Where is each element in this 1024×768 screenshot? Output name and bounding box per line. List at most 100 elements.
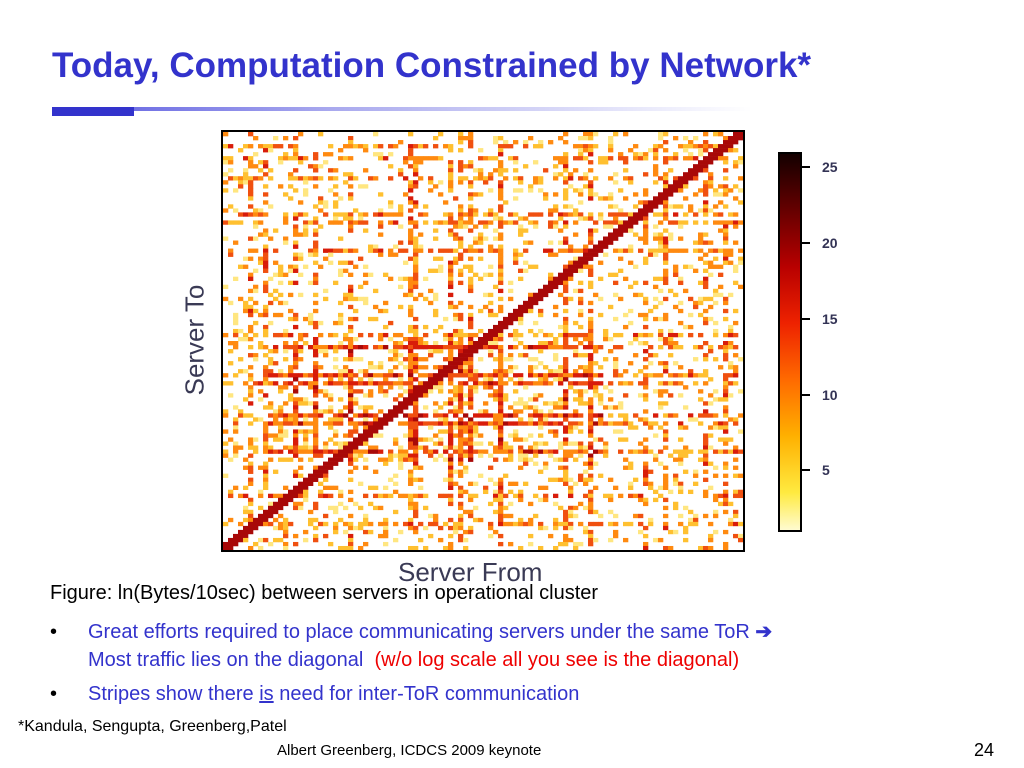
heatmap-cell <box>623 413 629 418</box>
heatmap-cell <box>588 429 594 434</box>
heatmap-cell <box>263 192 269 197</box>
heatmap-cell <box>693 357 699 362</box>
heatmap-cell <box>693 300 699 306</box>
heatmap-cell <box>373 425 379 430</box>
heatmap-cell <box>413 264 419 269</box>
heatmap-cell <box>278 144 284 149</box>
heatmap-cell <box>323 469 329 474</box>
heatmap-cell <box>458 341 464 346</box>
heatmap-cell <box>328 248 334 253</box>
heatmap-cell <box>348 409 354 414</box>
heatmap-cell <box>268 421 274 426</box>
heatmap-cell <box>368 449 374 454</box>
heatmap-cell <box>463 345 469 350</box>
colorbar-tick <box>800 394 810 396</box>
heatmap-cell <box>438 381 444 386</box>
heatmap-cell <box>668 453 674 458</box>
heatmap-cell <box>693 172 699 177</box>
heatmap-cell <box>228 349 234 354</box>
heatmap-cell <box>458 393 464 398</box>
heatmap-cell <box>643 461 649 466</box>
heatmap-cell <box>623 224 629 229</box>
heatmap-cell <box>348 445 354 450</box>
heatmap-cell <box>723 497 729 503</box>
heatmap-cell <box>563 176 569 181</box>
heatmap-cell <box>583 469 589 474</box>
heatmap-cell <box>613 248 619 253</box>
heatmap-cell <box>563 300 569 306</box>
heatmap-cell <box>563 341 569 346</box>
heatmap-cell <box>563 361 569 366</box>
heatmap-cell <box>728 188 734 193</box>
heatmap-cell <box>628 284 634 290</box>
heatmap-cell <box>398 248 404 253</box>
heatmap-cell <box>628 521 634 527</box>
heatmap-cell <box>588 397 594 402</box>
heatmap-cell <box>573 208 579 213</box>
heatmap-cell <box>453 413 459 418</box>
heatmap-cell <box>368 373 374 378</box>
heatmap-cell <box>313 341 319 346</box>
heatmap-cell <box>708 401 714 406</box>
heatmap-cell <box>533 393 539 398</box>
heatmap-cell <box>468 280 474 286</box>
heatmap-cell <box>718 397 724 402</box>
heatmap-cell <box>723 353 729 358</box>
heatmap-cell <box>588 236 594 241</box>
heatmap-cell <box>388 200 394 205</box>
heatmap-cell <box>703 308 709 314</box>
heatmap-cell <box>308 316 314 322</box>
heatmap-cell <box>538 425 544 430</box>
heatmap-cell <box>448 168 454 173</box>
heatmap-cell <box>248 176 254 181</box>
heatmap-cell <box>533 441 539 446</box>
heatmap-cell <box>263 148 269 153</box>
heatmap-cell <box>323 248 329 253</box>
heatmap-cell <box>663 525 669 531</box>
heatmap-cell <box>563 449 569 454</box>
heatmap-cell <box>513 336 519 342</box>
heatmap-cell <box>238 264 244 269</box>
heatmap-cell <box>343 413 349 418</box>
heatmap-cell <box>468 264 474 269</box>
heatmap-cell <box>553 156 559 161</box>
heatmap-cell <box>643 377 649 382</box>
heatmap-cell <box>293 501 299 507</box>
heatmap-cell <box>538 373 544 378</box>
heatmap-cell <box>313 272 319 277</box>
heatmap-cell <box>348 284 354 290</box>
heatmap-cell <box>263 517 269 523</box>
heatmap-cell <box>473 421 479 426</box>
heatmap-cell <box>683 445 689 450</box>
heatmap-cell <box>468 304 474 310</box>
heatmap-cell <box>578 260 584 265</box>
heatmap-cell <box>413 417 419 422</box>
heatmap-cell <box>633 192 639 197</box>
heatmap-cell <box>673 304 679 310</box>
heatmap-cell <box>273 361 279 366</box>
heatmap-cell <box>398 168 404 173</box>
heatmap-cell <box>368 381 374 386</box>
heatmap-cell <box>673 220 679 225</box>
heatmap-cell <box>433 268 439 273</box>
heatmap-cell <box>693 248 699 253</box>
heatmap-cell <box>228 537 234 543</box>
heatmap-cell <box>543 192 549 197</box>
heatmap-cell <box>723 541 729 547</box>
heatmap-cell <box>278 385 284 390</box>
heatmap-cell <box>358 369 364 374</box>
heatmap-cell <box>323 160 329 165</box>
heatmap-cell <box>413 433 419 438</box>
heatmap-cell <box>608 537 614 543</box>
heatmap-cell <box>503 381 509 386</box>
title-underline <box>52 107 752 111</box>
heatmap-cell <box>238 336 244 342</box>
heatmap-cell <box>228 545 234 550</box>
heatmap-cell <box>253 541 259 547</box>
heatmap-cell <box>313 477 319 482</box>
heatmap-cell <box>353 208 359 213</box>
heatmap-cell <box>418 341 424 346</box>
heatmap-cell <box>498 272 504 277</box>
heatmap-cell <box>593 413 599 418</box>
heatmap-cell <box>338 220 344 225</box>
